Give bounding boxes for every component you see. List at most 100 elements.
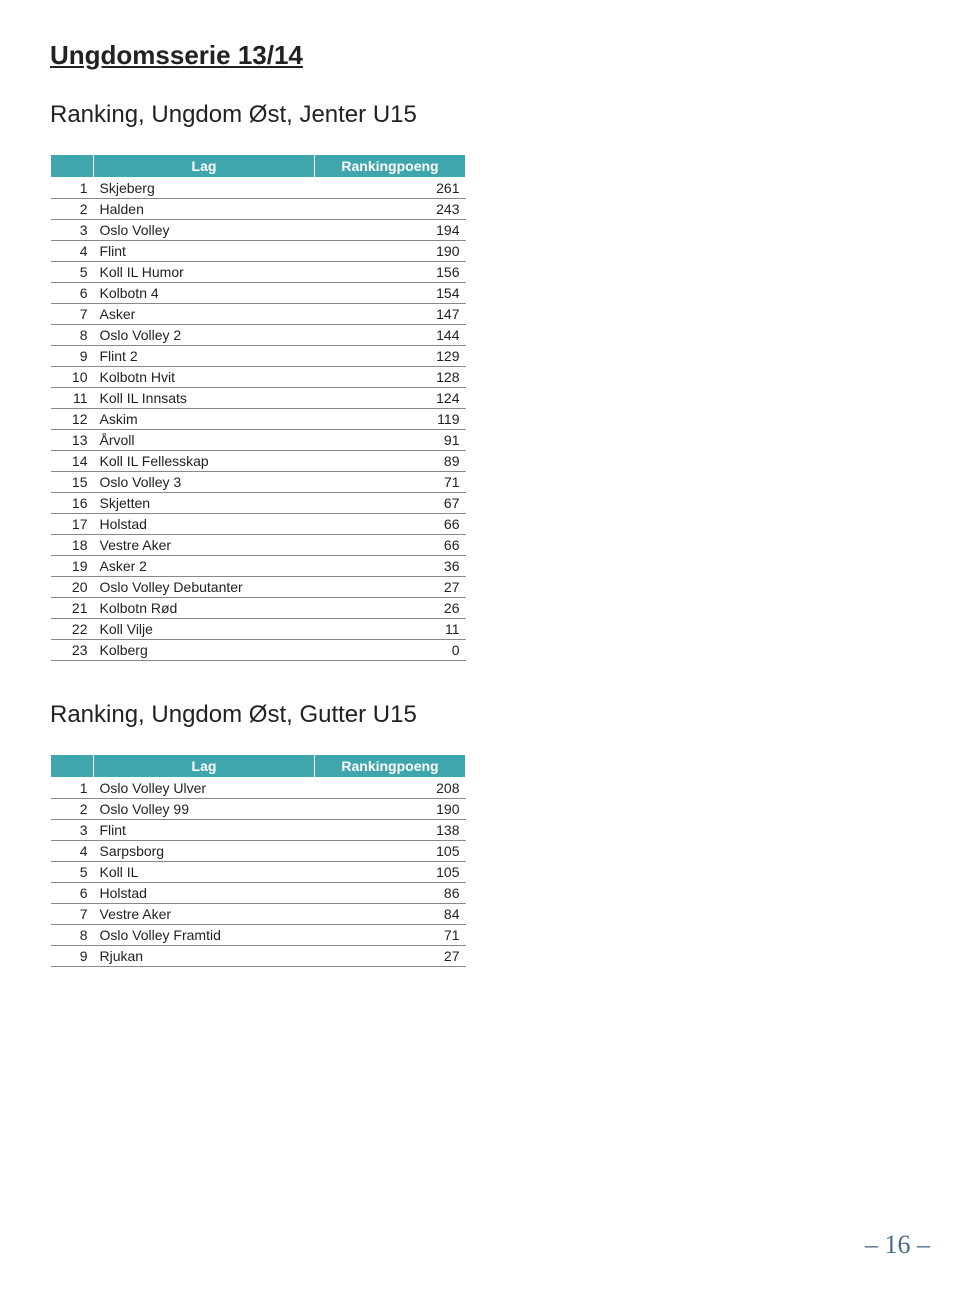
- table-row: 8Oslo Volley Framtid71: [51, 925, 466, 946]
- table-row: 10Kolbotn Hvit128: [51, 367, 466, 388]
- table-row: 21Kolbotn Rød26: [51, 598, 466, 619]
- points-cell: 86: [315, 883, 466, 904]
- team-cell: Asker 2: [94, 556, 315, 577]
- points-cell: 129: [315, 346, 466, 367]
- team-cell: Kolberg: [94, 640, 315, 661]
- points-cell: 36: [315, 556, 466, 577]
- points-cell: 67: [315, 493, 466, 514]
- team-cell: Oslo Volley 99: [94, 799, 315, 820]
- table-row: 3Flint138: [51, 820, 466, 841]
- team-cell: Vestre Aker: [94, 535, 315, 556]
- table-row: 3Oslo Volley194: [51, 220, 466, 241]
- team-cell: Skjeberg: [94, 178, 315, 199]
- table-row: 5Koll IL105: [51, 862, 466, 883]
- team-cell: Rjukan: [94, 946, 315, 967]
- points-cell: 71: [315, 925, 466, 946]
- rank-cell: 16: [51, 493, 94, 514]
- table-row: 5Koll IL Humor156: [51, 262, 466, 283]
- points-cell: 91: [315, 430, 466, 451]
- page-title: Ungdomsserie 13/14: [50, 40, 910, 71]
- rank-cell: 17: [51, 514, 94, 535]
- table-row: 12Askim119: [51, 409, 466, 430]
- rank-cell: 6: [51, 883, 94, 904]
- rank-cell: 13: [51, 430, 94, 451]
- table-row: 9Rjukan27: [51, 946, 466, 967]
- rank-cell: 23: [51, 640, 94, 661]
- table-row: 11Koll IL Innsats124: [51, 388, 466, 409]
- rank-cell: 9: [51, 946, 94, 967]
- table-row: 22Koll Vilje11: [51, 619, 466, 640]
- team-cell: Oslo Volley 2: [94, 325, 315, 346]
- points-cell: 147: [315, 304, 466, 325]
- points-cell: 261: [315, 178, 466, 199]
- rank-cell: 12: [51, 409, 94, 430]
- points-cell: 66: [315, 535, 466, 556]
- team-cell: Skjetten: [94, 493, 315, 514]
- team-cell: Holstad: [94, 514, 315, 535]
- points-cell: 0: [315, 640, 466, 661]
- team-cell: Flint: [94, 820, 315, 841]
- table-row: 1Oslo Volley Ulver208: [51, 778, 466, 799]
- points-cell: 105: [315, 862, 466, 883]
- section-title: Ranking, Ungdom Øst, Jenter U15: [50, 101, 910, 129]
- team-cell: Kolbotn Rød: [94, 598, 315, 619]
- team-cell: Oslo Volley Framtid: [94, 925, 315, 946]
- table-row: 13Årvoll91: [51, 430, 466, 451]
- team-cell: Oslo Volley Debutanter: [94, 577, 315, 598]
- points-cell: 105: [315, 841, 466, 862]
- table-row: 7Vestre Aker84: [51, 904, 466, 925]
- table-row: 17Holstad66: [51, 514, 466, 535]
- table-row: 4Sarpsborg105: [51, 841, 466, 862]
- page-number: – 16 –: [865, 1230, 930, 1260]
- team-cell: Kolbotn Hvit: [94, 367, 315, 388]
- team-cell: Koll IL: [94, 862, 315, 883]
- column-header-points: Rankingpoeng: [315, 755, 466, 778]
- rank-cell: 14: [51, 451, 94, 472]
- column-header-lag: Lag: [94, 755, 315, 778]
- table-row: 14Koll IL Fellesskap89: [51, 451, 466, 472]
- team-cell: Sarpsborg: [94, 841, 315, 862]
- rank-cell: 5: [51, 862, 94, 883]
- points-cell: 11: [315, 619, 466, 640]
- column-header-points: Rankingpoeng: [315, 155, 466, 178]
- table-row: 9Flint 2129: [51, 346, 466, 367]
- rank-cell: 19: [51, 556, 94, 577]
- points-cell: 27: [315, 577, 466, 598]
- rank-cell: 11: [51, 388, 94, 409]
- team-cell: Holstad: [94, 883, 315, 904]
- team-cell: Koll IL Innsats: [94, 388, 315, 409]
- rank-cell: 3: [51, 220, 94, 241]
- team-cell: Oslo Volley 3: [94, 472, 315, 493]
- team-cell: Askim: [94, 409, 315, 430]
- rank-cell: 2: [51, 199, 94, 220]
- rank-cell: 1: [51, 778, 94, 799]
- table-row: 18Vestre Aker66: [51, 535, 466, 556]
- team-cell: Koll Vilje: [94, 619, 315, 640]
- team-cell: Årvoll: [94, 430, 315, 451]
- rank-cell: 4: [51, 241, 94, 262]
- rank-cell: 18: [51, 535, 94, 556]
- table-row: 16Skjetten67: [51, 493, 466, 514]
- team-cell: Vestre Aker: [94, 904, 315, 925]
- team-cell: Oslo Volley Ulver: [94, 778, 315, 799]
- table-row: 7Asker147: [51, 304, 466, 325]
- points-cell: 27: [315, 946, 466, 967]
- team-cell: Kolbotn 4: [94, 283, 315, 304]
- column-header-rank: [51, 755, 94, 778]
- points-cell: 138: [315, 820, 466, 841]
- section-title: Ranking, Ungdom Øst, Gutter U15: [50, 701, 910, 729]
- points-cell: 66: [315, 514, 466, 535]
- rank-cell: 10: [51, 367, 94, 388]
- points-cell: 194: [315, 220, 466, 241]
- points-cell: 119: [315, 409, 466, 430]
- points-cell: 124: [315, 388, 466, 409]
- team-cell: Asker: [94, 304, 315, 325]
- column-header-lag: Lag: [94, 155, 315, 178]
- points-cell: 190: [315, 241, 466, 262]
- table-row: 15Oslo Volley 371: [51, 472, 466, 493]
- team-cell: Oslo Volley: [94, 220, 315, 241]
- rank-cell: 7: [51, 904, 94, 925]
- team-cell: Koll IL Humor: [94, 262, 315, 283]
- rank-cell: 8: [51, 925, 94, 946]
- rank-cell: 7: [51, 304, 94, 325]
